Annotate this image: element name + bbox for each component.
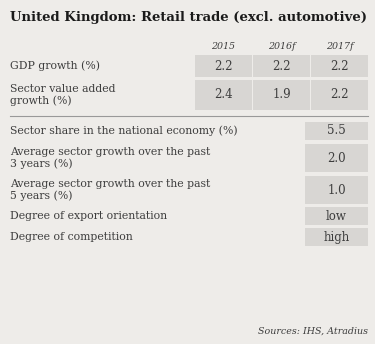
Text: 5.5: 5.5	[327, 125, 346, 138]
Text: GDP growth (%): GDP growth (%)	[10, 61, 100, 71]
Text: Degree of competition: Degree of competition	[10, 232, 133, 242]
Text: high: high	[323, 230, 350, 244]
Bar	[195, 55, 252, 77]
Text: 2.2: 2.2	[272, 60, 291, 73]
Text: 2015: 2015	[211, 42, 236, 51]
Text: Degree of export orientation: Degree of export orientation	[10, 211, 167, 221]
Text: Sector value added
growth (%): Sector value added growth (%)	[10, 84, 115, 106]
Text: 2.0: 2.0	[327, 151, 346, 164]
Text: Average sector growth over the past
3 years (%): Average sector growth over the past 3 ye…	[10, 147, 210, 169]
Bar	[195, 80, 252, 110]
Text: 2.2: 2.2	[330, 60, 349, 73]
Text: 2016f: 2016f	[268, 42, 295, 51]
Text: 1.0: 1.0	[327, 183, 346, 196]
Text: Sector share in the national economy (%): Sector share in the national economy (%)	[10, 126, 238, 136]
Text: Sources: IHS, Atradius: Sources: IHS, Atradius	[258, 327, 368, 336]
Text: 2.4: 2.4	[214, 88, 233, 101]
Text: 2017f: 2017f	[326, 42, 353, 51]
Text: 2.2: 2.2	[214, 60, 233, 73]
Text: 2.2: 2.2	[330, 88, 349, 101]
Bar	[311, 55, 368, 77]
Bar	[311, 80, 368, 110]
Bar	[253, 55, 310, 77]
Text: United Kingdom: Retail trade (excl. automotive): United Kingdom: Retail trade (excl. auto…	[10, 11, 367, 24]
Text: Average sector growth over the past
5 years (%): Average sector growth over the past 5 ye…	[10, 179, 210, 201]
Bar	[305, 176, 368, 204]
Text: low: low	[326, 209, 347, 223]
Bar	[305, 144, 368, 172]
Bar	[305, 228, 368, 246]
Text: 1.9: 1.9	[272, 88, 291, 101]
Bar	[305, 207, 368, 225]
Bar	[305, 122, 368, 140]
Bar	[253, 80, 310, 110]
